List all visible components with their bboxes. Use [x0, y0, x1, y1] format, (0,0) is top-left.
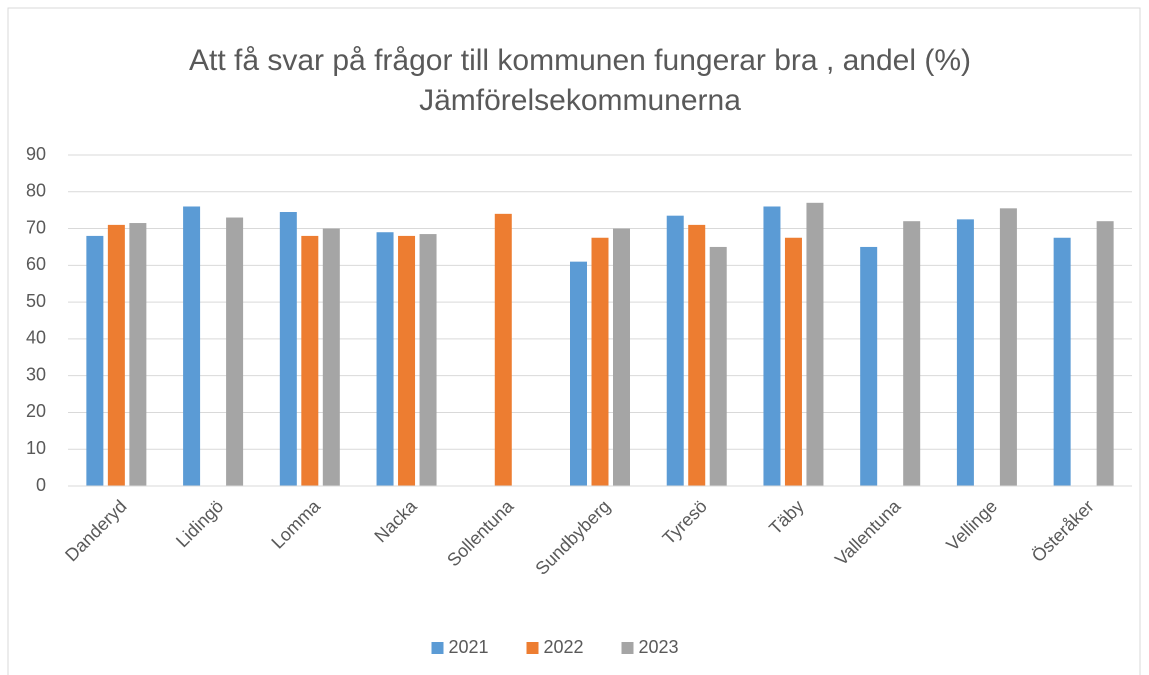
- y-tick-label: 40: [26, 328, 46, 348]
- y-tick-label: 60: [26, 254, 46, 274]
- bar: [999, 208, 1017, 487]
- chart-title: Att få svar på frågor till kommunen fung…: [189, 44, 971, 77]
- bar: [763, 206, 781, 486]
- x-tick-label: Täby: [765, 496, 807, 538]
- bar: [107, 224, 125, 486]
- bar: [322, 228, 340, 487]
- y-tick-label: 90: [26, 144, 46, 164]
- bar: [86, 235, 104, 486]
- x-tick-label: Vellinge: [942, 496, 1001, 555]
- x-tick-label: Lomma: [267, 495, 324, 552]
- legend-swatch: [621, 642, 634, 654]
- bar: [806, 202, 824, 487]
- y-tick-label: 30: [26, 364, 46, 384]
- bar: [784, 237, 802, 486]
- legend-swatch: [431, 642, 444, 654]
- bar: [591, 237, 609, 486]
- x-tick-label: Sollentuna: [443, 495, 518, 570]
- y-tick-label: 80: [26, 181, 46, 201]
- bar: [613, 228, 630, 487]
- bar: [903, 221, 921, 486]
- y-tick-label: 10: [26, 438, 46, 458]
- bar: [129, 223, 147, 487]
- bar: [860, 246, 878, 486]
- x-tick-label: Nacka: [371, 495, 422, 546]
- y-tick-label: 50: [26, 291, 46, 311]
- legend-label: 2023: [639, 637, 679, 657]
- legend-label: 2021: [449, 637, 489, 657]
- y-tick-label: 20: [26, 401, 46, 421]
- bar: [494, 213, 512, 486]
- legend-label: 2022: [544, 637, 584, 657]
- legend-swatch: [526, 642, 539, 654]
- chart-frame: [7, 7, 1141, 675]
- bar: [398, 235, 416, 486]
- x-tick-label: Lidingö: [172, 496, 227, 551]
- x-tick-label: Österåker: [1028, 496, 1098, 566]
- x-tick-label: Danderyd: [61, 496, 130, 565]
- bar: [301, 235, 319, 486]
- bar: [956, 219, 974, 486]
- x-tick-label: Tyresö: [659, 496, 711, 548]
- bar: [666, 215, 684, 486]
- bar: [1053, 237, 1071, 486]
- bar: [226, 217, 244, 486]
- chart-subtitle: Jämförelsekommunerna: [419, 84, 741, 117]
- bar: [419, 234, 437, 486]
- x-tick-label: Vallentuna: [831, 495, 905, 569]
- bar: [279, 212, 297, 486]
- y-tick-label: 0: [36, 475, 46, 495]
- bar: [688, 224, 706, 486]
- bar: [709, 246, 727, 486]
- bar: [1096, 221, 1114, 486]
- bar: [570, 261, 587, 486]
- y-tick-label: 70: [26, 217, 46, 237]
- bar: [376, 232, 394, 486]
- bar: [183, 206, 201, 486]
- x-tick-label: Sundbyberg: [531, 496, 614, 579]
